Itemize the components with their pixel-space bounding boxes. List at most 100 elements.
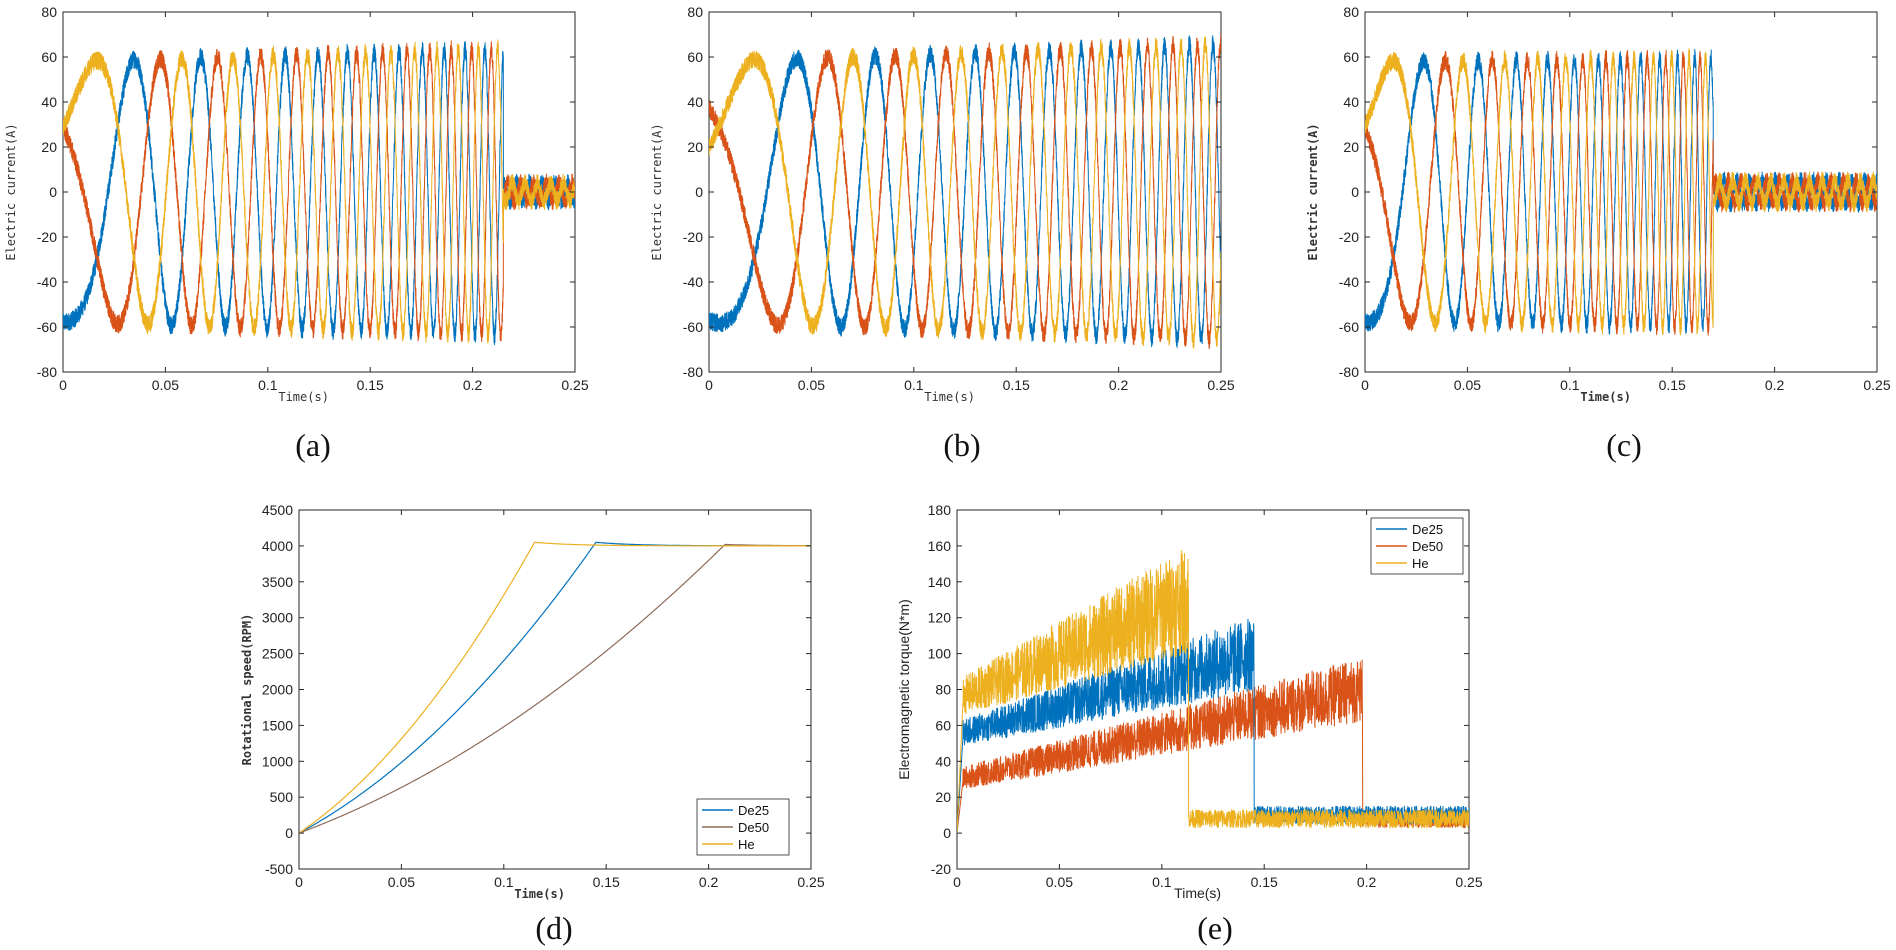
x-axis-label: Time(s) (278, 390, 329, 404)
y-tick-label: 0 (285, 825, 293, 841)
x-tick-label: 0.05 (388, 874, 415, 890)
panel-label-d: (d) (535, 910, 572, 946)
panel-label-a: (a) (295, 427, 331, 463)
y-tick-label: 60 (687, 49, 703, 65)
panel-b-chart: 0 0.05 0.1 0.15 0.2 0.25 -80 -60 -40 -20 0 20 40 60 80… (650, 4, 1235, 404)
series-line-yellow (1365, 48, 1877, 336)
data-layer (63, 39, 575, 346)
x-tick-label: 0.15 (1659, 377, 1686, 393)
legend-entry-de25: De25 (738, 803, 769, 818)
data-layer (709, 35, 1221, 350)
x-tick-label: 0.25 (1863, 377, 1890, 393)
y-tick-label: 1000 (262, 753, 293, 769)
series-line-blue (709, 35, 1221, 348)
x-tick-label: 0 (1361, 377, 1369, 393)
y-tick-label: 80 (935, 682, 951, 698)
x-tick-label: 0.15 (1251, 874, 1278, 890)
y-tick-label: 180 (928, 502, 952, 518)
y-tick-label: 60 (935, 717, 951, 733)
x-tick-label: 0.15 (357, 377, 384, 393)
y-tick-label: -40 (683, 274, 703, 290)
x-tick-label: 0.2 (463, 377, 483, 393)
y-tick-label: 160 (928, 538, 952, 554)
legend: De25 De50 He (696, 798, 790, 856)
y-tick-label: 3000 (262, 610, 293, 626)
y-tick-label: 0 (1351, 184, 1359, 200)
y-tick-label: 0 (943, 825, 951, 841)
y-axis-label: Electric current(A) (650, 123, 664, 260)
x-tick-label: 0 (59, 377, 67, 393)
x-tick-label: 0.05 (1046, 874, 1073, 890)
y-tick-label: 120 (928, 610, 952, 626)
legend-entry-de50: De50 (1412, 539, 1443, 554)
x-tick-label: 0.2 (699, 874, 719, 890)
data-layer (957, 550, 1469, 834)
y-axis-label: Electric current(A) (4, 123, 18, 260)
x-tick-label: 0.1 (904, 377, 924, 393)
series-line-yellow (63, 39, 575, 344)
y-axis-label: Electric current(A) (1306, 123, 1320, 260)
x-axis-label: Time(s) (1174, 885, 1221, 901)
data-layer (299, 541, 811, 834)
x-tick-label: 0 (705, 377, 713, 393)
x-tick-label: 0.25 (561, 377, 588, 393)
y-tick-label: 80 (687, 4, 703, 20)
x-tick-label: 0.25 (797, 874, 824, 890)
y-tick-label: 60 (1343, 49, 1359, 65)
x-tick-label: 0.15 (1003, 377, 1030, 393)
legend-entry-de25: De25 (1412, 522, 1443, 537)
series-line-he (299, 541, 811, 834)
y-tick-label: 40 (41, 94, 57, 110)
series-line-yellow (709, 36, 1221, 349)
x-tick-label: 0.1 (1152, 874, 1172, 890)
x-tick-label: 0.2 (1765, 377, 1785, 393)
series-line-de50 (299, 543, 811, 834)
y-tick-label: 2500 (262, 646, 293, 662)
series-line-red (709, 35, 1221, 350)
y-tick-label: 4500 (262, 502, 293, 518)
y-axis-label: Rotational speed(RPM) (240, 614, 254, 766)
y-tick-label: -20 (1339, 229, 1359, 245)
y-tick-label: -20 (37, 229, 57, 245)
x-tick-label: 0.1 (494, 874, 514, 890)
y-tick-label: 40 (935, 753, 951, 769)
y-tick-label: 20 (935, 789, 951, 805)
series-line-red (1365, 49, 1877, 336)
legend-entry-he: He (1412, 556, 1429, 571)
y-axis-label: Electromagnetic torque(N*m) (896, 599, 912, 780)
x-tick-label: 0 (295, 874, 303, 890)
x-tick-label: 0.05 (1454, 377, 1481, 393)
y-tick-label: -80 (1339, 364, 1359, 380)
y-tick-label: 3500 (262, 574, 293, 590)
x-tick-label: 0.25 (1207, 377, 1234, 393)
panel-label-e: (e) (1197, 910, 1233, 946)
y-tick-label: -40 (37, 274, 57, 290)
x-tick-label: 0 (953, 874, 961, 890)
series-line-he (957, 550, 1469, 834)
panel-label-b: (b) (943, 427, 980, 463)
x-tick-label: 0.2 (1109, 377, 1129, 393)
y-tick-label: -20 (931, 861, 951, 877)
y-tick-label: 4000 (262, 538, 293, 554)
y-tick-label: 0 (49, 184, 57, 200)
y-tick-label: -60 (683, 319, 703, 335)
data-layer (1365, 48, 1877, 336)
y-tick-label: 0 (695, 184, 703, 200)
y-tick-label: 140 (928, 574, 952, 590)
y-tick-label: 60 (41, 49, 57, 65)
x-axis-label: Time(s) (514, 887, 565, 901)
y-tick-label: -80 (37, 364, 57, 380)
x-tick-label: 0.1 (258, 377, 278, 393)
y-tick-label: 100 (928, 646, 952, 662)
y-tick-label: 1500 (262, 717, 293, 733)
y-tick-label: 80 (1343, 4, 1359, 20)
y-tick-label: -60 (1339, 319, 1359, 335)
y-tick-label: 40 (687, 94, 703, 110)
x-tick-label: 0.15 (593, 874, 620, 890)
panel-c-chart: 0 0.05 0.1 0.15 0.2 0.25 -80 -60 -40 -20 0 20 40 60 80… (1306, 4, 1891, 404)
x-tick-label: 0.05 (152, 377, 179, 393)
legend: De25 De50 He (1370, 517, 1464, 575)
x-tick-label: 0.05 (798, 377, 825, 393)
y-tick-label: -80 (683, 364, 703, 380)
